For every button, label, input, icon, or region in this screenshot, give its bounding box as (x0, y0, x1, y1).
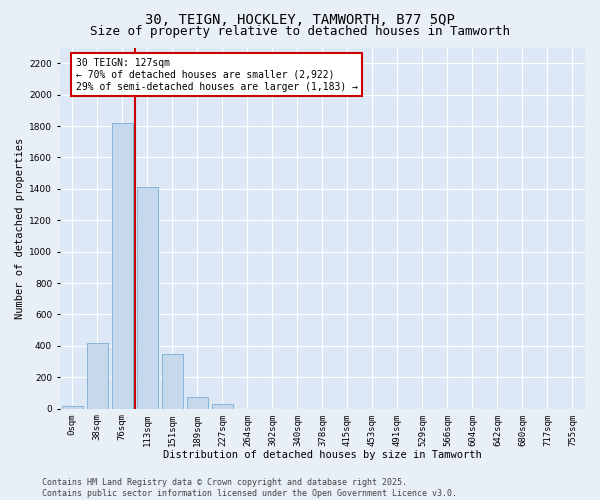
Text: 30 TEIGN: 127sqm
← 70% of detached houses are smaller (2,922)
29% of semi-detach: 30 TEIGN: 127sqm ← 70% of detached house… (76, 58, 358, 92)
Bar (212, 404, 233, 408)
Bar (86, 343, 108, 408)
Bar (137, 188, 158, 408)
Bar (162, 354, 183, 408)
Text: Size of property relative to detached houses in Tamworth: Size of property relative to detached ho… (90, 25, 510, 38)
X-axis label: Distribution of detached houses by size in Tamworth: Distribution of detached houses by size … (163, 450, 482, 460)
Bar (187, 397, 208, 408)
Text: 30, TEIGN, HOCKLEY, TAMWORTH, B77 5QP: 30, TEIGN, HOCKLEY, TAMWORTH, B77 5QP (145, 12, 455, 26)
Bar (112, 123, 133, 408)
Text: Contains HM Land Registry data © Crown copyright and database right 2025.
Contai: Contains HM Land Registry data © Crown c… (42, 478, 457, 498)
Bar (62, 406, 83, 408)
Y-axis label: Number of detached properties: Number of detached properties (15, 138, 25, 318)
